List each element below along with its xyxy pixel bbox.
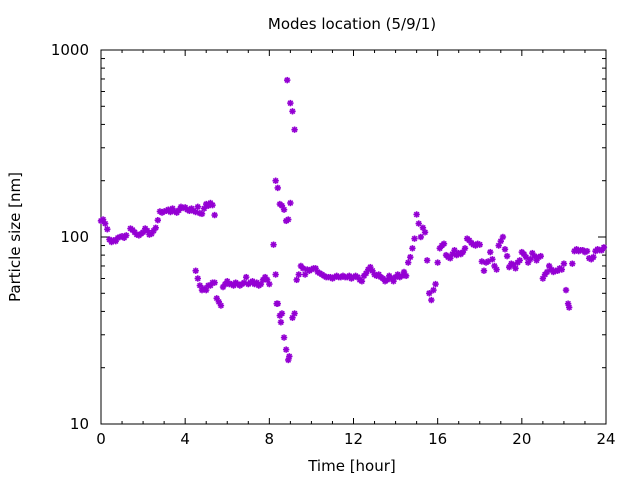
data-point	[278, 310, 286, 317]
data-point	[217, 302, 225, 309]
data-point	[562, 286, 570, 294]
data-point	[242, 273, 250, 281]
x-tick-label: 20	[512, 430, 531, 448]
data-point	[415, 220, 422, 227]
data-point	[560, 260, 568, 267]
data-point	[280, 334, 288, 341]
y-axis: 10 100 1000	[51, 41, 606, 433]
y-tick-label: 10	[70, 415, 89, 433]
data-point	[211, 211, 218, 219]
data-point	[152, 224, 159, 231]
data-point	[440, 240, 448, 247]
data-point	[104, 226, 111, 233]
data-point	[289, 108, 296, 115]
y-tick-label: 1000	[51, 41, 89, 59]
data-point	[428, 296, 435, 304]
data-point	[413, 211, 420, 218]
data-point	[409, 245, 416, 252]
data-point	[537, 252, 544, 260]
data-point	[192, 267, 199, 274]
data-point	[123, 232, 130, 239]
data-point	[291, 126, 298, 133]
x-tick-label: 12	[344, 430, 363, 448]
data-point	[501, 246, 509, 253]
data-point	[423, 257, 431, 264]
data-point	[590, 253, 597, 261]
data-point	[286, 353, 293, 360]
x-tick-label: 8	[265, 430, 275, 448]
x-axis: 0 4 8 12 16 20 24	[96, 50, 616, 448]
data-point	[512, 265, 519, 272]
data-point	[287, 99, 294, 107]
data-point	[432, 280, 439, 288]
data-point	[301, 271, 309, 278]
data-point	[280, 206, 288, 213]
data-point	[565, 304, 573, 311]
data-point	[358, 278, 366, 285]
data-point	[270, 241, 277, 248]
data-point	[272, 177, 279, 184]
data-point	[451, 246, 458, 254]
data-point	[558, 266, 566, 273]
data-point	[430, 286, 437, 294]
data-point	[274, 184, 281, 192]
data-point	[282, 346, 290, 353]
data-point	[287, 199, 294, 207]
data-point	[402, 272, 410, 280]
x-tick-label: 4	[180, 430, 190, 448]
chart-title: Modes location (5/9/1)	[268, 15, 436, 33]
x-tick-label: 0	[96, 430, 106, 448]
data-point	[295, 271, 302, 278]
data-point	[198, 210, 206, 218]
data-point	[476, 241, 483, 248]
data-points	[97, 76, 608, 364]
data-point	[480, 267, 488, 274]
data-point	[102, 220, 109, 227]
data-point	[293, 276, 300, 284]
data-point	[209, 201, 216, 209]
data-point	[493, 266, 500, 273]
data-point	[277, 319, 285, 326]
data-point	[405, 259, 412, 266]
data-point	[274, 300, 281, 307]
data-point	[569, 260, 576, 267]
plot-frame	[100, 49, 607, 425]
y-tick-label: 100	[60, 228, 89, 246]
data-point	[503, 252, 511, 260]
data-point	[417, 233, 425, 241]
data-point	[291, 310, 298, 317]
data-point	[461, 245, 469, 252]
data-point	[272, 271, 279, 278]
data-point	[285, 216, 292, 223]
data-point	[516, 257, 523, 264]
data-point	[600, 244, 608, 251]
data-point	[434, 259, 441, 266]
data-point	[421, 229, 429, 236]
x-axis-title: Time [hour]	[307, 457, 396, 475]
y-axis-title: Particle size [nm]	[6, 172, 24, 302]
data-point	[489, 256, 496, 263]
data-point	[194, 203, 201, 211]
data-point	[487, 248, 494, 256]
data-point	[407, 253, 414, 261]
data-point	[211, 279, 218, 286]
data-point	[284, 76, 291, 84]
data-point	[154, 216, 162, 224]
x-tick-label: 16	[428, 430, 447, 448]
data-point	[583, 247, 591, 255]
data-point	[194, 275, 201, 282]
data-point	[266, 280, 273, 288]
x-tick-label: 24	[596, 430, 615, 448]
data-point	[411, 235, 418, 242]
data-point	[499, 233, 507, 241]
